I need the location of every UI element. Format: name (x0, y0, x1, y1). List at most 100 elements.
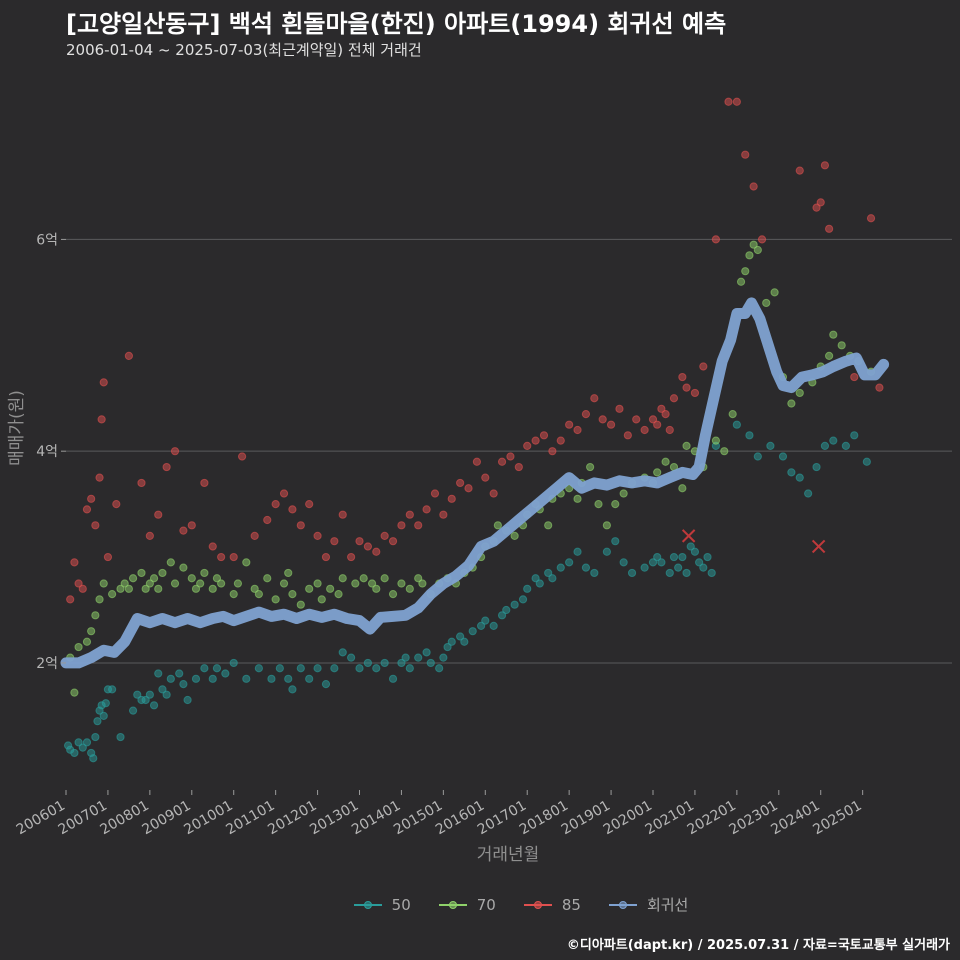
data-point-50 (275, 664, 284, 673)
data-point-85 (665, 425, 674, 435)
data-point-50 (657, 558, 666, 567)
data-point-50 (158, 685, 167, 694)
data-point-50 (695, 558, 704, 567)
data-point-85 (97, 415, 106, 424)
data-point-70 (166, 558, 175, 567)
data-point-70 (149, 574, 159, 583)
data-point-50 (254, 664, 263, 673)
data-point-50 (497, 611, 507, 620)
legend-key-dot (533, 900, 542, 909)
cross-marker (681, 529, 696, 543)
data-point-85 (531, 436, 540, 445)
data-point-50 (108, 685, 117, 694)
data-point-70 (158, 568, 167, 578)
data-point-85 (724, 97, 733, 106)
data-point-50 (284, 674, 293, 683)
data-point-85 (464, 484, 473, 493)
data-point-85 (548, 447, 557, 456)
data-point-85 (489, 489, 498, 498)
data-point-70 (208, 584, 217, 593)
data-point-50 (133, 690, 142, 699)
data-point-50 (581, 563, 591, 572)
data-point-70 (284, 568, 293, 578)
data-point-50 (116, 732, 125, 742)
x-axis-title: 거래년월 (477, 845, 540, 865)
data-point-50 (166, 674, 175, 683)
data-point-50 (669, 552, 679, 562)
data-point-85 (812, 203, 821, 212)
data-point-70 (116, 584, 125, 593)
data-point-70 (351, 579, 360, 588)
data-point-70 (367, 579, 377, 588)
data-point-50 (678, 552, 687, 562)
data-point-70 (91, 611, 100, 620)
data-point-70 (711, 436, 720, 445)
data-point-70 (229, 590, 238, 599)
data-point-50 (372, 664, 381, 673)
data-point-50 (175, 669, 184, 678)
data-point-50 (787, 468, 796, 477)
data-point-50 (128, 706, 138, 715)
cross-stroke (681, 529, 696, 543)
data-point-50 (93, 717, 102, 726)
data-point-85 (355, 537, 364, 546)
data-point-85 (749, 182, 758, 191)
data-point-70 (825, 351, 834, 360)
data-point-85 (70, 558, 79, 567)
grid-layer (66, 238, 952, 664)
data-point-70 (837, 341, 846, 350)
data-point-70 (200, 568, 209, 578)
data-point-70 (212, 574, 222, 583)
data-point-85 (606, 420, 616, 429)
data-point-85 (279, 489, 289, 498)
data-point-70 (418, 579, 427, 588)
legend-key-icon (608, 900, 637, 909)
data-point-85 (640, 425, 649, 435)
data-point-50 (766, 441, 775, 450)
data-point-70 (317, 595, 326, 604)
data-point-50 (242, 674, 251, 683)
data-point-50 (690, 547, 700, 556)
data-point-85 (388, 537, 398, 546)
data-point-50 (481, 616, 490, 625)
data-point-50 (229, 658, 238, 668)
data-point-50 (745, 431, 754, 440)
data-point-85 (699, 362, 708, 371)
data-point-85 (103, 552, 113, 562)
data-point-85 (850, 372, 859, 382)
data-point-85 (347, 552, 356, 562)
point-layer (63, 97, 884, 763)
data-point-50 (162, 690, 171, 699)
legend-label: 85 (561, 895, 581, 914)
data-point-50 (330, 664, 339, 673)
data-point-85 (623, 431, 632, 440)
data-point-50 (267, 674, 276, 683)
data-point-50 (313, 664, 322, 673)
data-point-85 (472, 457, 482, 466)
data-point-50 (212, 664, 222, 673)
data-point-50 (78, 743, 87, 752)
data-point-70 (338, 574, 347, 583)
data-point-50 (380, 658, 389, 668)
data-point-50 (200, 664, 209, 673)
data-point-70 (405, 584, 414, 593)
data-point-85 (573, 425, 582, 435)
cross-marker (811, 539, 826, 554)
data-point-50 (338, 648, 347, 657)
data-point-85 (820, 161, 830, 170)
data-point-50 (296, 664, 305, 673)
data-point-50 (101, 699, 110, 708)
data-point-85 (711, 235, 720, 244)
data-point-70 (141, 584, 150, 593)
data-point-70 (196, 579, 205, 588)
data-point-85 (91, 521, 100, 530)
data-point-50 (422, 648, 431, 657)
data-point-50 (476, 621, 486, 630)
data-point-85 (481, 473, 490, 482)
data-point-70 (145, 579, 154, 588)
data-point-50 (145, 690, 154, 699)
data-point-85 (305, 500, 314, 509)
data-point-50 (89, 754, 98, 763)
data-point-70 (510, 531, 519, 540)
data-point-50 (619, 558, 628, 567)
